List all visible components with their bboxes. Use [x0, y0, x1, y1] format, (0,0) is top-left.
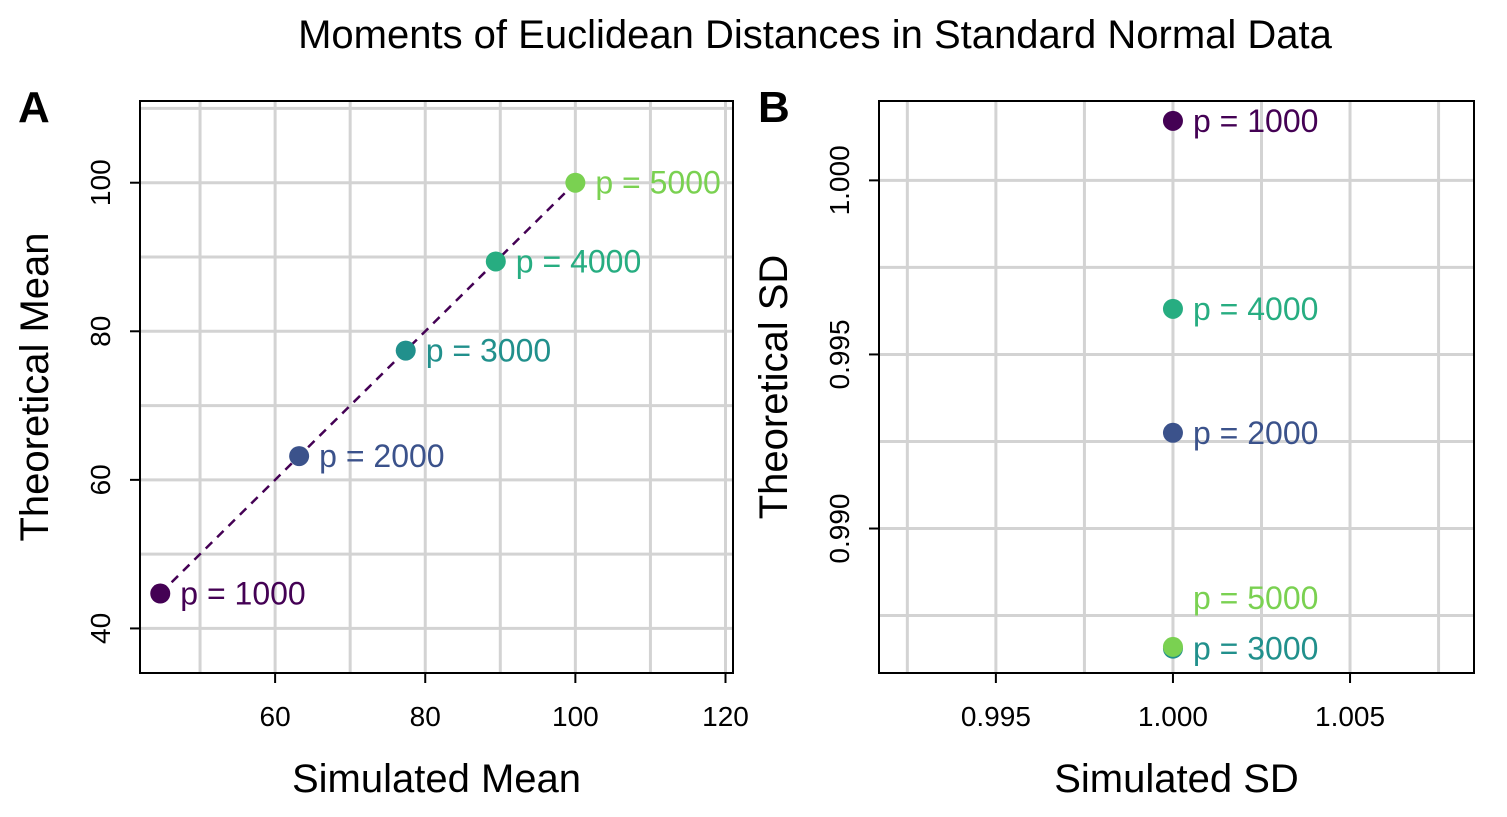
- panel-a-x-tick-label: 120: [702, 701, 749, 732]
- panel-b-point-p2000: [1162, 422, 1183, 443]
- panel-a-y-tick-label: 100: [85, 159, 116, 206]
- panel-b-x-tick-label: 0.995: [961, 701, 1031, 732]
- panel-a-point-p2000: [289, 446, 310, 467]
- panel-a-plot: 60 80 100 120 40 60 80 100 Simulated Mean Theoret…: [13, 100, 749, 801]
- panel-a-point-p5000: [565, 172, 586, 193]
- panel-b-point-p1000: [1162, 110, 1183, 131]
- panel-a-tag: A: [18, 83, 50, 132]
- panel-b-frame: [878, 100, 1475, 674]
- chart-title: Moments of Euclidean Distances in Standa…: [298, 13, 1333, 57]
- panel-a-x-tick-label: 100: [552, 701, 599, 732]
- panel-a-point-label-p1000: p = 1000: [180, 576, 305, 612]
- panel-a-y-tick-label: 40: [85, 613, 116, 644]
- panel-a-point-p3000: [395, 340, 416, 361]
- panel-a-y-tick-label: 80: [85, 316, 116, 347]
- panel-b-x-tick-label: 1.005: [1315, 701, 1385, 732]
- panel-b-point-label-p3000: p = 3000: [1193, 631, 1318, 667]
- panel-a-y-tick-label: 60: [85, 464, 116, 495]
- panel-a-point-label-p5000: p = 5000: [595, 165, 720, 201]
- panel-a-point-label-p4000: p = 4000: [516, 243, 641, 279]
- panel-b-x-axis-label: Simulated SD: [1054, 757, 1299, 801]
- panel-a-point-p4000: [485, 251, 506, 272]
- panel-b-y-tick-label: 1.000: [824, 145, 855, 215]
- panel-a-x-axis-label: Simulated Mean: [292, 757, 581, 801]
- panel-a-frame: [139, 100, 734, 674]
- panel-b-plot: 0.995 1.000 1.005 0.990 0.995 1.000 Simulated …: [752, 100, 1475, 801]
- panel-b-x-tick-label: 1.000: [1138, 701, 1208, 732]
- panel-a-point-label-p2000: p = 2000: [319, 438, 444, 474]
- panel-b-point-label-p5000: p = 5000: [1193, 580, 1318, 616]
- panel-a-point-p1000: [150, 583, 171, 604]
- panel-a-x-tick-label: 80: [410, 701, 441, 732]
- panel-a-point-label-p3000: p = 3000: [426, 333, 551, 369]
- panel-b-tag: B: [758, 83, 790, 132]
- panel-a-y-axis-label: Theoretical Mean: [13, 232, 57, 541]
- panel-b-y-axis-label: Theoretical SD: [752, 255, 796, 520]
- panel-a-x-tick-label: 60: [260, 701, 291, 732]
- panel-b-point-label-p2000: p = 2000: [1193, 415, 1318, 451]
- panel-b-point-p4000: [1162, 298, 1183, 319]
- panel-b-y-tick-label: 0.990: [824, 493, 855, 563]
- panel-b-y-tick-label: 0.995: [824, 319, 855, 389]
- panel-b-point-label-p1000: p = 1000: [1193, 103, 1318, 139]
- panel-a-dashed-line: [159, 181, 577, 595]
- panel-b-point-p5000: [1162, 636, 1183, 657]
- panel-b-point-label-p4000: p = 4000: [1193, 291, 1318, 327]
